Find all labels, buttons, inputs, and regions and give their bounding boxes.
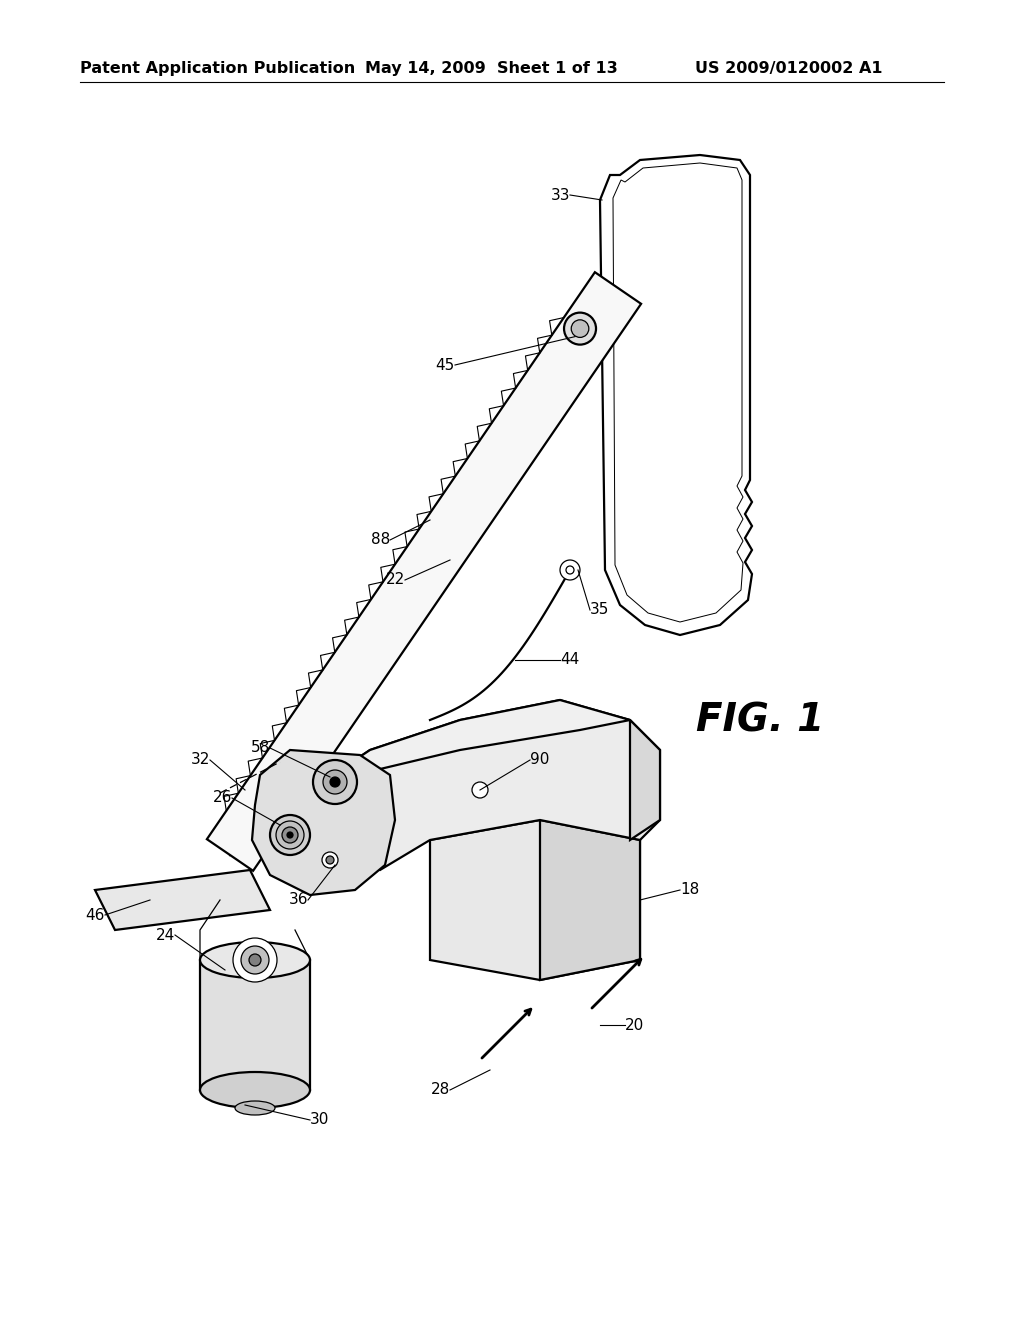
Polygon shape [430,820,640,979]
Text: 36: 36 [289,892,308,908]
Text: 90: 90 [530,752,549,767]
Circle shape [564,313,596,345]
Circle shape [330,777,340,787]
Text: FIG. 1: FIG. 1 [696,701,824,739]
Ellipse shape [200,942,310,978]
Text: 58: 58 [251,741,270,755]
Text: 28: 28 [431,1082,450,1097]
Polygon shape [630,719,660,840]
Polygon shape [355,700,630,775]
Text: 18: 18 [680,883,699,898]
Circle shape [313,760,357,804]
Text: 33: 33 [551,187,570,202]
Text: 44: 44 [560,652,580,668]
Polygon shape [95,870,270,931]
Circle shape [323,770,347,795]
Circle shape [571,319,589,338]
Circle shape [326,855,334,865]
Text: 32: 32 [190,752,210,767]
Polygon shape [207,272,641,871]
Text: 88: 88 [371,532,390,548]
Text: 22: 22 [386,573,406,587]
Text: 35: 35 [590,602,609,618]
Polygon shape [600,154,752,635]
Circle shape [566,566,574,574]
Circle shape [560,560,580,579]
Polygon shape [540,820,640,979]
Circle shape [282,828,298,843]
Text: 45: 45 [436,358,455,372]
Text: May 14, 2009  Sheet 1 of 13: May 14, 2009 Sheet 1 of 13 [365,61,617,75]
Polygon shape [200,960,310,1090]
Circle shape [472,781,488,799]
Text: Patent Application Publication: Patent Application Publication [80,61,355,75]
Circle shape [241,946,269,974]
Circle shape [249,954,261,966]
Polygon shape [252,750,395,895]
Polygon shape [355,700,660,870]
Ellipse shape [234,1101,275,1115]
Circle shape [322,851,338,869]
Text: 26: 26 [213,791,232,805]
Text: 30: 30 [310,1113,330,1127]
Ellipse shape [200,1072,310,1107]
Circle shape [233,939,278,982]
Circle shape [270,814,310,855]
Text: 46: 46 [86,908,105,923]
Text: US 2009/0120002 A1: US 2009/0120002 A1 [695,61,883,75]
Text: 24: 24 [156,928,175,942]
Circle shape [276,821,304,849]
Text: 20: 20 [625,1018,644,1032]
Circle shape [287,832,293,838]
